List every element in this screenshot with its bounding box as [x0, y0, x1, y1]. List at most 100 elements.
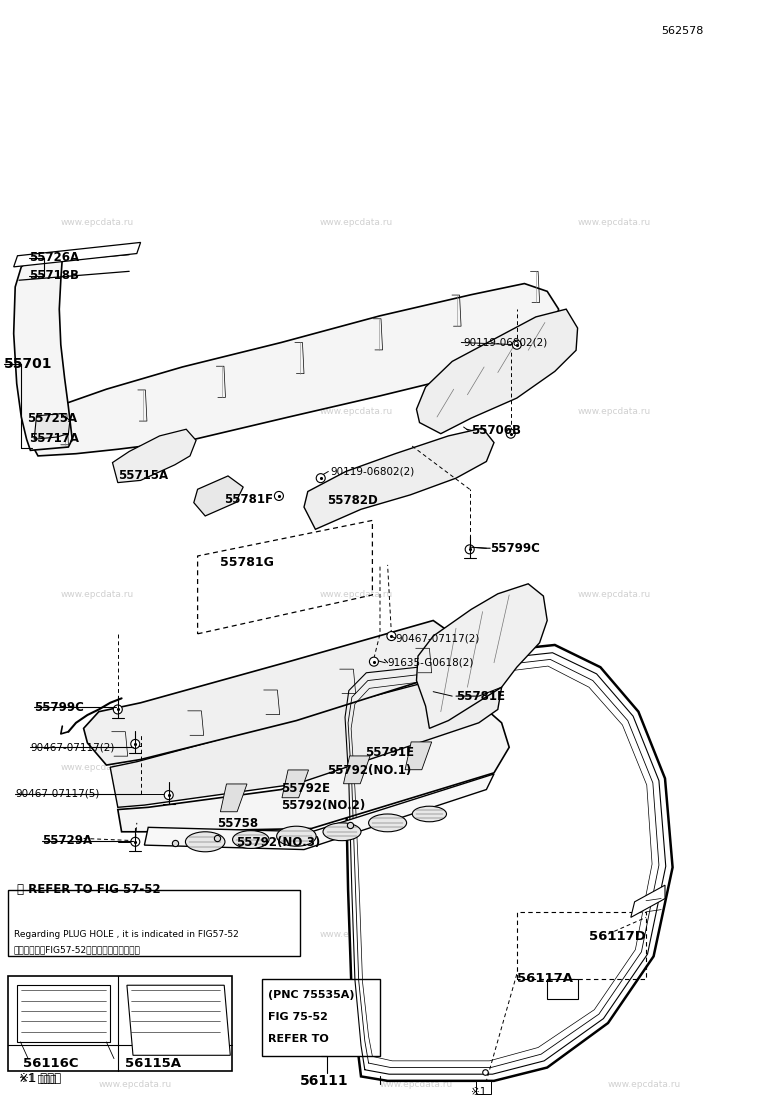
Text: www.epcdata.ru: www.epcdata.ru — [319, 763, 392, 772]
Bar — [547, 979, 578, 999]
Text: www.epcdata.ru: www.epcdata.ru — [380, 1080, 453, 1089]
Text: www.epcdata.ru: www.epcdata.ru — [578, 590, 651, 599]
Text: www.epcdata.ru: www.epcdata.ru — [61, 930, 134, 939]
Text: 55792(NO.2): 55792(NO.2) — [281, 798, 366, 812]
Text: www.epcdata.ru: www.epcdata.ru — [61, 407, 134, 416]
Text: ｛ REFER TO FIG 57-52: ｛ REFER TO FIG 57-52 — [17, 883, 160, 896]
Circle shape — [131, 739, 140, 748]
Circle shape — [512, 340, 521, 349]
Text: www.epcdata.ru: www.epcdata.ru — [608, 1080, 681, 1089]
Text: 90467-07117(2): 90467-07117(2) — [30, 743, 115, 752]
Text: 55781F: 55781F — [224, 493, 273, 506]
Text: 55715A: 55715A — [118, 469, 168, 483]
Text: 55706B: 55706B — [471, 424, 521, 437]
Text: www.epcdata.ru: www.epcdata.ru — [319, 407, 392, 416]
Text: 55726A: 55726A — [29, 251, 79, 265]
Text: 55799C: 55799C — [490, 542, 540, 555]
Text: 56117A: 56117A — [517, 972, 573, 985]
Ellipse shape — [412, 806, 447, 822]
Ellipse shape — [323, 823, 361, 841]
Text: ※1: ※1 — [471, 1088, 486, 1096]
Text: 90119-06802(2): 90119-06802(2) — [331, 467, 415, 476]
Text: www.epcdata.ru: www.epcdata.ru — [61, 590, 134, 599]
Polygon shape — [144, 774, 494, 850]
Text: 90119-06802(2): 90119-06802(2) — [464, 338, 548, 347]
Text: 90467-07117(5): 90467-07117(5) — [15, 790, 100, 798]
Text: www.epcdata.ru: www.epcdata.ru — [319, 930, 392, 939]
Text: 56116C: 56116C — [23, 1056, 78, 1070]
Circle shape — [465, 545, 474, 554]
Text: www.epcdata.ru: www.epcdata.ru — [61, 763, 134, 772]
Text: 55791E: 55791E — [365, 746, 413, 759]
Text: FIG 75-52: FIG 75-52 — [268, 1012, 328, 1022]
Polygon shape — [110, 667, 502, 807]
Polygon shape — [29, 284, 559, 456]
Text: www.epcdata.ru: www.epcdata.ru — [578, 930, 651, 939]
Text: 55781E: 55781E — [456, 689, 505, 703]
Text: www.epcdata.ru: www.epcdata.ru — [578, 407, 651, 416]
Polygon shape — [631, 885, 665, 917]
Text: www.epcdata.ru: www.epcdata.ru — [61, 218, 134, 227]
Text: 91635-G0618(2): 91635-G0618(2) — [388, 658, 474, 667]
Text: ※1 補給用: ※1 補給用 — [19, 1072, 61, 1085]
Text: www.epcdata.ru: www.epcdata.ru — [578, 763, 651, 772]
Polygon shape — [194, 476, 243, 516]
Circle shape — [316, 474, 325, 483]
Text: 55792(NO.3): 55792(NO.3) — [236, 836, 320, 850]
Text: 55718B: 55718B — [29, 269, 79, 282]
Polygon shape — [34, 414, 70, 439]
Bar — [476, 1081, 491, 1094]
Ellipse shape — [233, 831, 269, 848]
Text: 55799C: 55799C — [34, 701, 84, 714]
Text: www.epcdata.ru: www.epcdata.ru — [578, 218, 651, 227]
Polygon shape — [282, 770, 309, 797]
Circle shape — [387, 632, 396, 641]
Circle shape — [369, 657, 378, 666]
Text: 56117D: 56117D — [589, 930, 646, 943]
Text: 55701: 55701 — [4, 357, 52, 370]
Text: 55782D: 55782D — [327, 494, 378, 507]
Text: 55717A: 55717A — [29, 431, 79, 445]
Circle shape — [113, 705, 122, 714]
Circle shape — [164, 791, 173, 800]
Polygon shape — [416, 309, 578, 434]
Polygon shape — [127, 985, 230, 1055]
Bar — [17, 985, 110, 1042]
Text: ×1 補給用: ×1 補給用 — [19, 1074, 56, 1083]
Text: Regarding PLUG HOLE , it is indicated in FIG57-52: Regarding PLUG HOLE , it is indicated in… — [14, 930, 239, 939]
Bar — [262, 979, 380, 1056]
Ellipse shape — [185, 832, 225, 852]
Text: 562578: 562578 — [661, 27, 704, 36]
Text: 55792E: 55792E — [281, 782, 330, 795]
Polygon shape — [304, 428, 494, 529]
Polygon shape — [342, 645, 673, 1081]
Polygon shape — [405, 742, 432, 770]
Text: プラグホールFIG57-52に掲載してあります。: プラグホールFIG57-52に掲載してあります。 — [14, 945, 141, 954]
Text: www.epcdata.ru: www.epcdata.ru — [319, 218, 392, 227]
Text: 56115A: 56115A — [125, 1056, 182, 1070]
Text: REFER TO: REFER TO — [268, 1034, 329, 1044]
Text: 90467-07117(2): 90467-07117(2) — [395, 634, 480, 643]
Bar — [8, 976, 232, 1071]
Polygon shape — [84, 620, 456, 765]
Circle shape — [274, 492, 283, 500]
Polygon shape — [14, 242, 141, 267]
Polygon shape — [118, 709, 509, 832]
Polygon shape — [220, 784, 247, 812]
Text: 56111: 56111 — [300, 1074, 349, 1088]
Text: 55792(NO.1): 55792(NO.1) — [327, 764, 411, 777]
Polygon shape — [14, 256, 72, 450]
Text: www.epcdata.ru: www.epcdata.ru — [99, 1080, 172, 1089]
Text: 55758: 55758 — [217, 817, 258, 831]
Text: 55781G: 55781G — [220, 556, 274, 569]
Text: www.epcdata.ru: www.epcdata.ru — [319, 590, 392, 599]
Ellipse shape — [277, 826, 316, 846]
Circle shape — [131, 837, 140, 846]
Polygon shape — [344, 756, 370, 784]
Text: 55725A: 55725A — [27, 411, 77, 425]
Text: 55729A: 55729A — [42, 834, 92, 847]
Text: (PNC 75535A): (PNC 75535A) — [268, 990, 355, 1000]
Circle shape — [506, 429, 515, 438]
Ellipse shape — [369, 814, 407, 832]
Polygon shape — [416, 584, 547, 728]
